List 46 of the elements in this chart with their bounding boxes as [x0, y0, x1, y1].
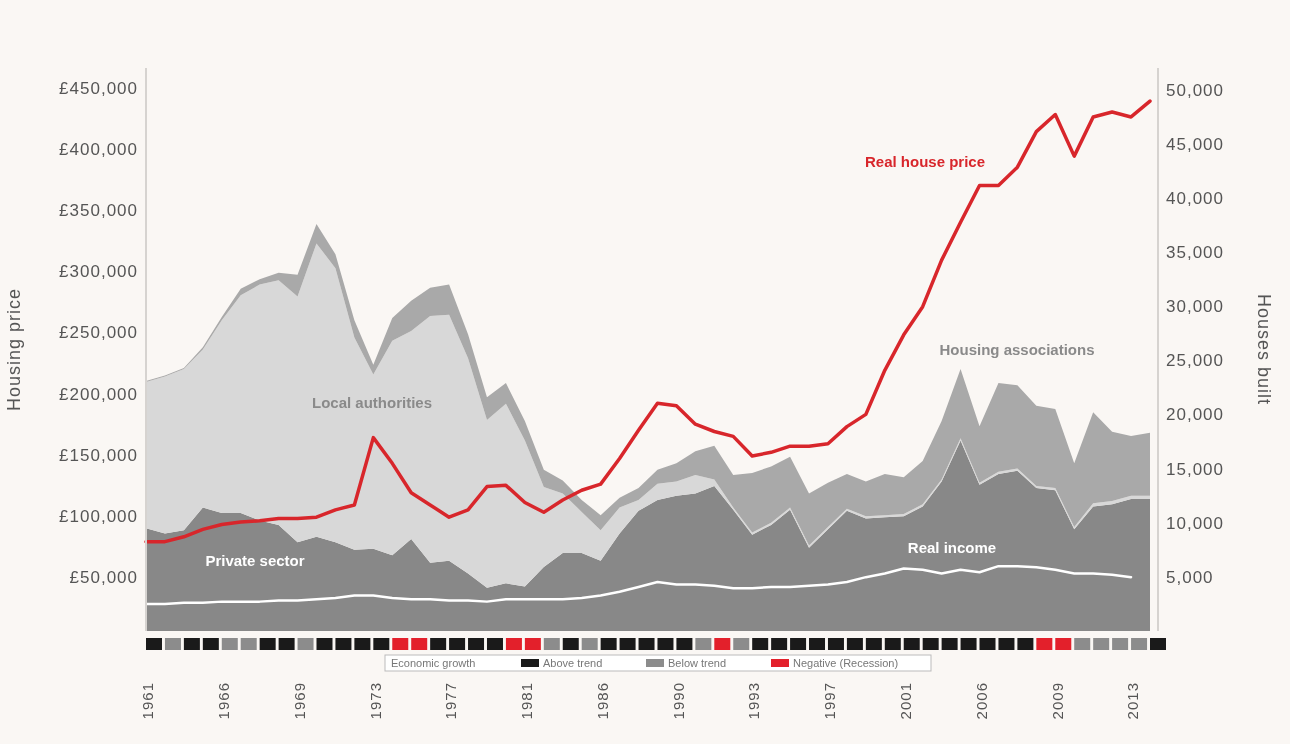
line-series	[144, 564, 1133, 606]
y-tick-label: £100,000	[59, 506, 138, 526]
y-tick-label: £50,000	[69, 568, 138, 588]
y-tick-label: £200,000	[59, 384, 138, 404]
x-tick-label: 1966	[215, 682, 233, 720]
y2-axis-title: Houses built	[1254, 293, 1274, 406]
x-tick-label: 2001	[896, 682, 914, 720]
y-tick-label: £150,000	[59, 445, 138, 465]
series-label: Real income	[907, 539, 997, 556]
y2-tick-label: 25,000	[1166, 351, 1224, 371]
x-tick-label: 1981	[518, 682, 536, 720]
y-tick-label: £400,000	[59, 139, 138, 159]
x-tick-label: 2006	[972, 682, 990, 720]
series-label: Real house price	[864, 153, 986, 170]
y2-tick-label: 5,000	[1166, 567, 1214, 587]
legend-title: Economic growth	[391, 656, 476, 669]
y2-tick-label: 40,000	[1166, 188, 1224, 208]
y2-tick-label: 15,000	[1166, 459, 1224, 479]
y2-tick-label: 50,000	[1166, 80, 1224, 100]
x-tick-label: 1973	[366, 682, 384, 720]
y-tick-label: £450,000	[59, 78, 138, 98]
series-label: Private sector	[205, 552, 305, 569]
y-tick-label: £300,000	[59, 262, 138, 282]
x-tick-label: 1961	[139, 682, 157, 720]
y2-tick-label: 30,000	[1166, 297, 1224, 317]
x-tick-label: 1986	[593, 682, 611, 720]
y-axis-title: Housing price	[4, 287, 24, 412]
x-tick-label: 1993	[745, 682, 763, 720]
x-tick-label: 1977	[442, 682, 460, 720]
legend-label: Below trend	[668, 656, 727, 669]
x-tick-label: 1969	[290, 682, 308, 720]
line-series	[144, 99, 1152, 544]
x-tick-label: 1997	[821, 682, 839, 720]
x-tick-label: 2013	[1124, 682, 1142, 720]
y2-tick-label: 45,000	[1166, 134, 1224, 154]
y2-tick-label: 20,000	[1166, 405, 1224, 425]
legend-label: Negative (Recession)	[793, 656, 899, 669]
y2-tick-label: 10,000	[1166, 513, 1224, 533]
x-tick-label: 1990	[669, 682, 687, 720]
y-tick-label: £350,000	[59, 200, 138, 220]
legend-label: Above trend	[543, 656, 603, 669]
x-tick-label: 2009	[1048, 682, 1066, 720]
series-label: Local authorities	[311, 394, 433, 411]
y2-tick-label: 35,000	[1166, 243, 1224, 263]
series-label: Housing associations	[939, 341, 1095, 358]
y-tick-label: £250,000	[59, 323, 138, 343]
